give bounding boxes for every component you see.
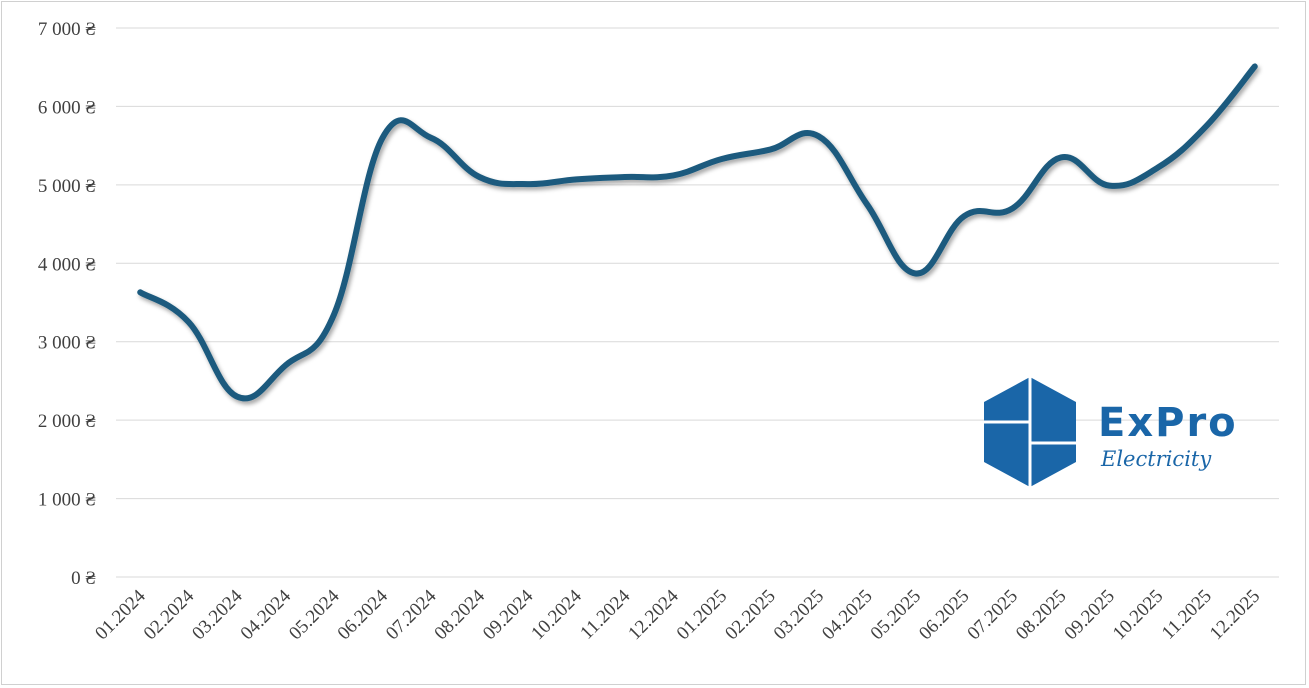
x-tick-label: 06.2025 bbox=[915, 586, 974, 645]
x-tick-label: 04.2025 bbox=[818, 586, 877, 645]
series-layer bbox=[137, 63, 1258, 402]
y-tick-label: 0 ₴ bbox=[71, 568, 96, 589]
logo-tagline: Electricity bbox=[1100, 447, 1212, 471]
x-axis-ticks: 01.202402.202403.202404.202405.202406.20… bbox=[91, 585, 1264, 644]
x-tick-label: 07.2024 bbox=[382, 585, 441, 644]
x-tick-label: 02.2025 bbox=[721, 586, 780, 645]
y-tick-label: 2 000 ₴ bbox=[38, 411, 96, 432]
series-line bbox=[137, 63, 1258, 402]
x-tick-label: 03.2024 bbox=[188, 585, 247, 644]
x-tick-label: 01.2025 bbox=[673, 586, 732, 645]
expro-logo: ExPro Electricity bbox=[984, 377, 1238, 487]
x-tick-label: 04.2024 bbox=[237, 585, 296, 644]
x-tick-label: 03.2025 bbox=[770, 586, 829, 645]
x-tick-label: 05.2024 bbox=[285, 585, 344, 644]
x-tick-label: 10.2025 bbox=[1109, 586, 1168, 645]
x-tick-label: 02.2024 bbox=[140, 585, 199, 644]
x-tick-label: 08.2025 bbox=[1012, 586, 1071, 645]
x-tick-label: 09.2024 bbox=[479, 585, 538, 644]
x-tick-label: 11.2024 bbox=[576, 585, 634, 643]
grid-lines bbox=[116, 27, 1279, 578]
y-tick-label: 5 000 ₴ bbox=[38, 176, 96, 197]
y-tick-label: 3 000 ₴ bbox=[38, 333, 96, 354]
x-tick-label: 08.2024 bbox=[430, 585, 489, 644]
x-tick-label: 06.2024 bbox=[334, 585, 393, 644]
x-tick-label: 11.2025 bbox=[1158, 586, 1216, 644]
x-tick-label: 12.2025 bbox=[1206, 586, 1265, 645]
x-tick-label: 05.2025 bbox=[867, 586, 926, 645]
logo-name: ExPro bbox=[1098, 400, 1238, 446]
y-tick-label: 7 000 ₴ bbox=[38, 19, 96, 40]
x-tick-label: 09.2025 bbox=[1060, 586, 1119, 645]
x-tick-label: 10.2024 bbox=[527, 585, 586, 644]
y-tick-label: 6 000 ₴ bbox=[38, 97, 96, 118]
x-tick-label: 12.2024 bbox=[624, 585, 683, 644]
x-tick-label: 01.2024 bbox=[91, 585, 150, 644]
y-axis-ticks: 0 ₴ 1 000 ₴ 2 000 ₴ 3 000 ₴ 4 000 ₴ 5 000 ₴ 6 … bbox=[38, 19, 96, 589]
y-tick-label: 1 000 ₴ bbox=[38, 490, 96, 511]
x-tick-label: 07.2025 bbox=[964, 586, 1023, 645]
y-tick-label: 4 000 ₴ bbox=[38, 254, 96, 275]
